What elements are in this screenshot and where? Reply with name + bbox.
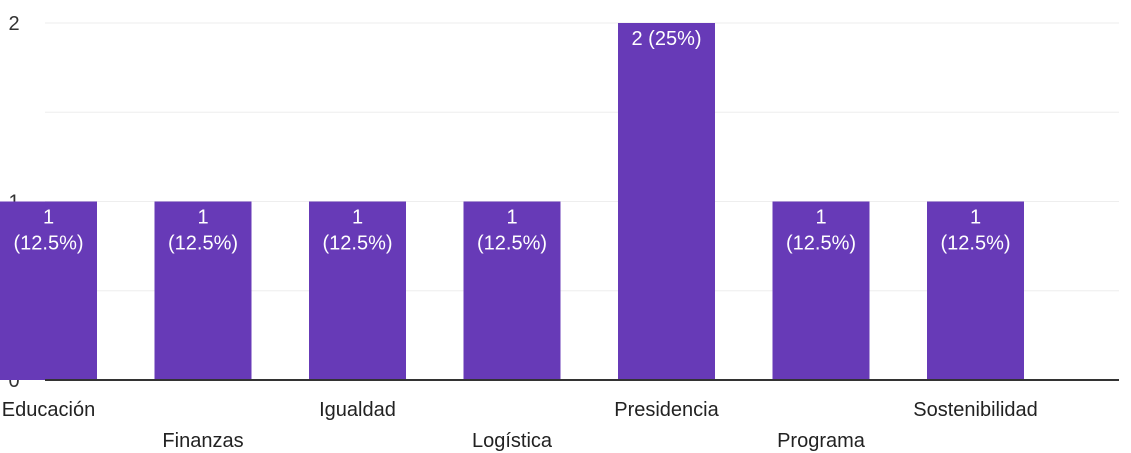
y-tick-label: 0 — [8, 370, 19, 392]
bars: 1 (12.5%) 1 (12.5%) 1 (12.5%) 1 (12.5%) 2 (25%) 1… — [0, 23, 1024, 380]
category-label: Logística — [472, 430, 553, 452]
bar — [618, 23, 715, 380]
category-label: Programa — [777, 430, 866, 452]
category-label: Finanzas — [162, 430, 243, 452]
bar — [927, 201, 1024, 380]
data-label: (12.5%) — [168, 233, 238, 255]
data-label: (12.5%) — [940, 233, 1010, 255]
bar — [154, 201, 252, 380]
data-label: 1 — [43, 207, 54, 229]
data-label: 1 — [815, 207, 826, 229]
bar — [0, 201, 97, 380]
data-label: (12.5%) — [13, 233, 83, 255]
data-label: 1 — [970, 207, 981, 229]
data-label: 1 — [352, 207, 363, 229]
data-label: 2 (25%) — [631, 28, 701, 50]
data-label: 1 — [197, 207, 208, 229]
data-label: (12.5%) — [477, 233, 547, 255]
data-label: (12.5%) — [786, 233, 856, 255]
category-label: Presidencia — [614, 399, 719, 421]
y-tick-label: 2 — [8, 13, 19, 35]
bar — [463, 201, 561, 380]
bar — [309, 201, 406, 380]
x-axis-labels: Educación Finanzas Igualdad Logística Presid… — [2, 399, 1038, 452]
bar — [772, 201, 870, 380]
category-label: Igualdad — [319, 399, 396, 421]
data-label: (12.5%) — [322, 233, 392, 255]
data-label: 1 — [506, 207, 517, 229]
category-label: Sostenibilidad — [913, 399, 1038, 421]
category-label: Educación — [2, 399, 95, 421]
